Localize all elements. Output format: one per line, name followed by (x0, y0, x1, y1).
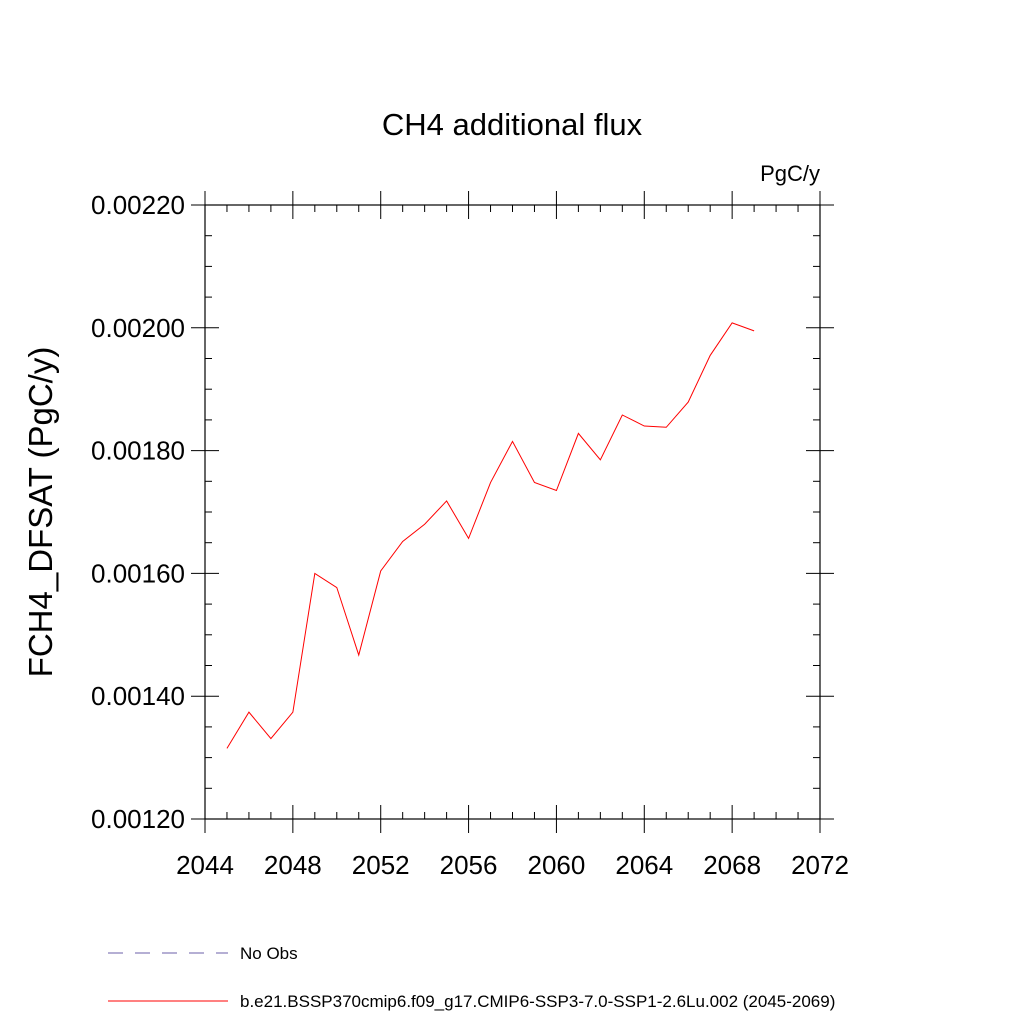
x-tick-label: 2068 (703, 850, 761, 880)
x-tick-label: 2044 (176, 850, 234, 880)
y-axis-label: FCH4_DFSAT (PgC/y) (22, 347, 59, 678)
x-tick-label: 2052 (352, 850, 410, 880)
chart-title: CH4 additional flux (382, 107, 643, 142)
x-tick-label: 2056 (440, 850, 498, 880)
y-tick-label: 0.00200 (91, 313, 185, 343)
x-tick-labels: 2044 2048 2052 2056 2060 2064 2068 2072 (176, 850, 849, 880)
series-line (226, 322, 755, 749)
legend-label-no-obs: No Obs (240, 944, 298, 963)
y-tick-label: 0.00140 (91, 681, 185, 711)
y-tick-labels: 0.00120 0.00140 0.00160 0.00180 0.00200 0.002… (91, 190, 185, 834)
x-tick-label: 2048 (264, 850, 322, 880)
x-tick-label: 2060 (528, 850, 586, 880)
x-tick-label: 2072 (791, 850, 849, 880)
series-layer (226, 322, 755, 749)
x-tick-label: 2064 (615, 850, 673, 880)
y-tick-label: 0.00160 (91, 558, 185, 588)
legend: No Obs b.e21.BSSP370cmip6.f09_g17.CMIP6-… (108, 944, 835, 1011)
legend-label-series: b.e21.BSSP370cmip6.f09_g17.CMIP6-SSP3-7.… (240, 992, 835, 1011)
y-tick-label: 0.00180 (91, 436, 185, 466)
axis-ticks (191, 191, 834, 833)
y-tick-label: 0.00120 (91, 804, 185, 834)
plot-frame (204, 204, 821, 820)
y-tick-label: 0.00220 (91, 190, 185, 220)
units-label: PgC/y (760, 161, 820, 186)
